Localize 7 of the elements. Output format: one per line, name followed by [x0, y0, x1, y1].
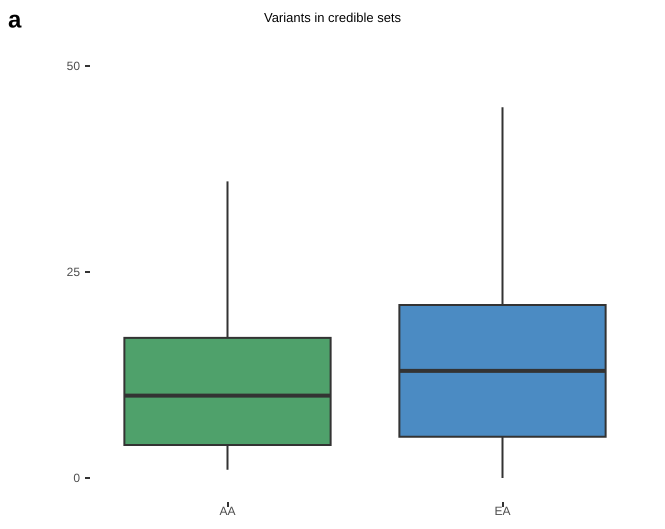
- text: a: [8, 6, 22, 34]
- x-tick-label: EA: [494, 504, 511, 518]
- chart-title: Variants in credible sets: [264, 10, 402, 25]
- x-tick-label: AA: [219, 504, 236, 518]
- y-tick-label: 25: [66, 265, 80, 279]
- y-tick-label: 50: [66, 59, 80, 73]
- y-tick-label: 0: [73, 471, 80, 485]
